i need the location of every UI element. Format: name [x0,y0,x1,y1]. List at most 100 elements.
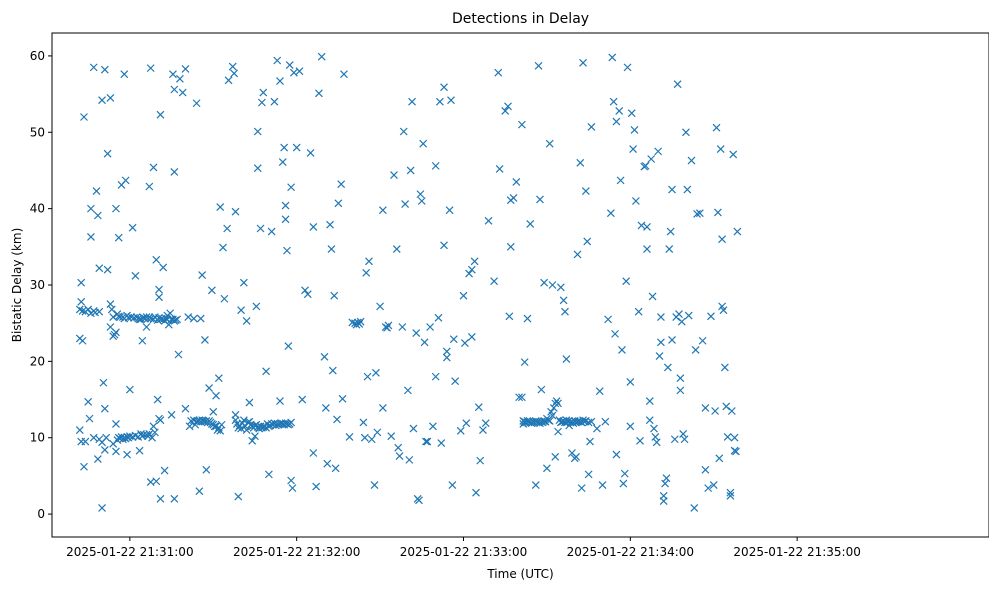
data-point [228,62,237,71]
data-point [467,333,476,341]
data-point [301,286,309,295]
data-point [145,429,154,438]
data-point [701,404,710,412]
data-point [267,227,276,236]
data-point [545,139,554,148]
data-point [467,265,476,274]
data-point [123,311,131,320]
data-point [612,450,621,459]
data-point [612,117,621,126]
data-point [608,53,617,62]
data-point [420,338,429,347]
data-point [303,290,312,299]
data-point [626,378,635,386]
data-point [509,194,518,202]
data-point [729,150,738,159]
data-point [693,210,701,218]
data-point [606,209,615,218]
data-point [156,494,165,503]
data-point [562,355,571,363]
data-point [360,433,369,442]
data-point [378,404,387,412]
data-point [417,197,426,205]
data-point [707,312,715,321]
data-point [434,313,443,322]
data-point [565,421,574,430]
data-point [84,397,93,406]
data-point [459,291,468,300]
data-point [648,292,657,301]
data-point [192,99,201,108]
data-point [87,232,95,241]
y-tick-label: 40 [30,202,45,216]
data-point [718,235,727,244]
data-point [437,439,446,447]
data-point [495,165,504,173]
data-point [255,424,264,433]
data-point [540,278,549,287]
chart-title: Detections in Delay [452,11,589,27]
data-point [435,97,444,106]
data-point [200,336,209,344]
data-point [102,433,111,442]
data-point [143,432,152,441]
data-point [149,422,158,431]
data-point [415,496,423,505]
data-point [472,488,480,497]
data-point [245,398,254,407]
data-point [701,465,710,474]
data-point [175,74,184,83]
data-point [106,323,115,331]
data-point [89,63,98,72]
data-point [198,271,207,279]
data-point [620,469,629,478]
data-point [202,465,211,474]
data-point [412,329,421,338]
data-point [733,227,742,236]
data-point [559,296,568,305]
marker-layer [75,52,742,512]
data-point [465,269,473,278]
data-point [668,185,676,194]
data-point [145,182,154,191]
x-axis-label: Time (UTC) [486,567,553,581]
data-point [239,416,248,425]
data-point [551,399,560,408]
data-point [676,374,685,383]
y-axis: 0 10 20 30 40 50 60 [30,49,52,521]
data-point [169,70,177,79]
data-point [675,310,683,318]
data-point [531,481,540,489]
data-point [730,433,739,442]
data-point [542,464,551,473]
data-point [451,377,460,386]
data-point [312,482,321,491]
data-point [548,281,557,289]
data-point [726,488,735,497]
data-point [629,145,638,153]
data-point [89,433,98,442]
data-point [253,164,262,173]
data-point [587,417,596,426]
data-point [276,77,284,86]
data-point [447,96,455,105]
data-point [216,426,225,435]
data-point [501,106,510,115]
data-point [426,323,435,331]
data-point [100,404,109,413]
data-point [419,139,428,148]
data-point [576,158,585,167]
data-point [167,410,176,419]
data-point [288,484,297,493]
data-point [213,426,222,435]
data-point [523,314,532,323]
data-point [195,487,204,496]
data-point [223,224,232,233]
y-axis-label: Bistatic Delay (km) [10,228,24,343]
data-point [651,433,660,441]
data-point [537,385,546,394]
data-point [128,223,137,232]
data-point [103,149,112,158]
data-point [442,347,451,356]
data-point [78,336,87,345]
